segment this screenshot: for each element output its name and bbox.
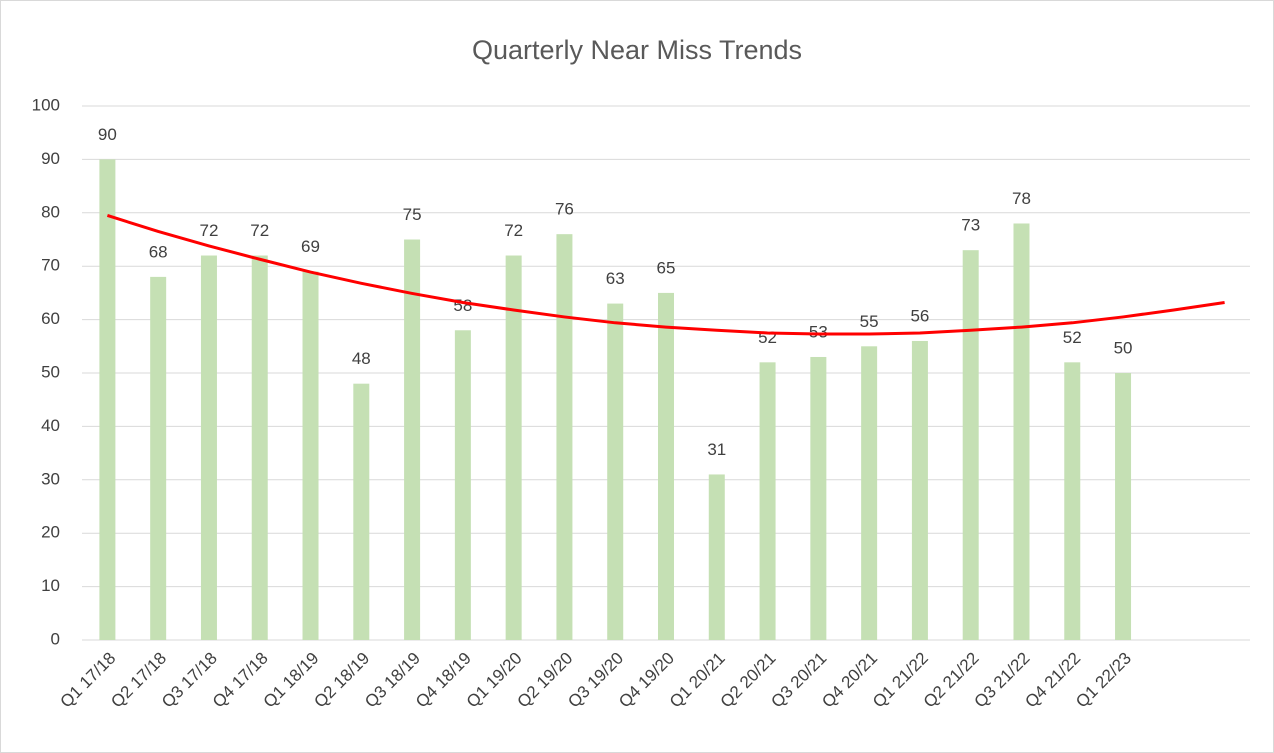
- trend-line: [106, 214, 1225, 336]
- data-label: 48: [352, 349, 371, 368]
- y-tick-label: 90: [41, 149, 60, 168]
- data-label: 78: [1012, 189, 1031, 208]
- y-tick-label: 60: [41, 309, 60, 328]
- data-label: 72: [504, 221, 523, 240]
- bar: [607, 303, 624, 640]
- bar: [505, 255, 522, 640]
- data-label: 56: [910, 306, 929, 325]
- y-tick-label: 0: [51, 629, 60, 648]
- bar: [556, 234, 573, 640]
- bar: [99, 159, 116, 640]
- bar: [200, 255, 217, 640]
- y-tick-label: 30: [41, 469, 60, 488]
- bar: [302, 271, 319, 640]
- data-label: 52: [1063, 328, 1082, 347]
- bar: [150, 276, 167, 640]
- bar: [1115, 373, 1132, 640]
- y-tick-label: 100: [32, 95, 60, 114]
- bar: [759, 362, 776, 640]
- data-label: 53: [809, 322, 828, 341]
- data-label: 72: [250, 221, 269, 240]
- y-tick-label: 80: [41, 202, 60, 221]
- y-tick-label: 10: [41, 576, 60, 595]
- data-label: 76: [555, 200, 574, 219]
- data-label: 73: [961, 216, 980, 235]
- bar: [658, 292, 674, 640]
- bar: [861, 346, 878, 640]
- data-label: 31: [707, 440, 726, 459]
- y-tick-label: 70: [41, 256, 60, 275]
- data-label: 58: [453, 296, 472, 315]
- bar: [810, 356, 827, 640]
- y-tick-label: 50: [41, 362, 60, 381]
- y-tick-label: 20: [41, 523, 60, 542]
- data-label: 65: [657, 258, 676, 277]
- data-label: 90: [98, 125, 117, 144]
- data-label: 52: [758, 328, 777, 347]
- bar: [962, 250, 979, 640]
- chart-title: Quarterly Near Miss Trends: [472, 35, 802, 65]
- data-label: 72: [199, 221, 218, 240]
- y-tick-label: 40: [41, 416, 60, 435]
- data-label: 50: [1114, 338, 1133, 357]
- data-label: 75: [403, 205, 422, 224]
- data-label: 68: [149, 242, 168, 261]
- bar: [353, 383, 370, 640]
- bar: [404, 239, 421, 640]
- bar: [251, 255, 268, 640]
- bar: [911, 340, 928, 640]
- data-label: 55: [860, 312, 879, 331]
- data-label: 63: [606, 269, 625, 288]
- bar: [454, 330, 471, 640]
- data-label: 69: [301, 237, 320, 256]
- bar: [1064, 362, 1081, 640]
- bar: [708, 474, 725, 640]
- bar: [1013, 223, 1030, 641]
